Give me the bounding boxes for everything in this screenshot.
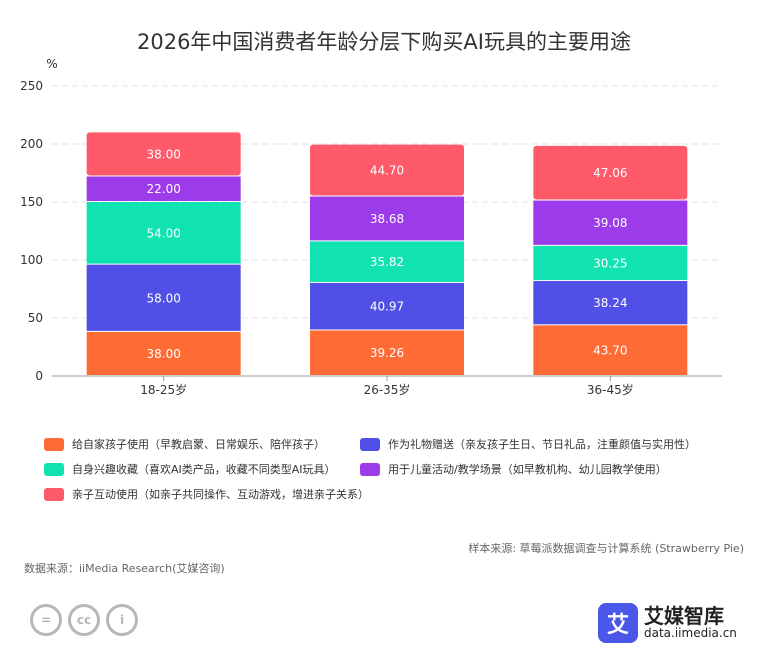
brand-url: data.iimedia.cn [644, 626, 737, 641]
chart-title: 2026年中国消费者年龄分层下购买AI玩具的主要用途 [136, 30, 631, 54]
data-label: 54.00 [146, 226, 180, 240]
x-tick-label: 18-25岁 [140, 382, 187, 397]
bar-segment [533, 325, 688, 375]
legend-label: 自身兴趣收藏（喜欢AI类产品，收藏不同类型AI玩具） [72, 463, 336, 476]
y-axis-label: % [46, 57, 57, 71]
data-label: 44.70 [370, 164, 404, 178]
legend-swatch [44, 437, 64, 451]
bar-segment [310, 241, 464, 282]
data-label: 38.24 [593, 296, 627, 310]
data-label: 38.68 [370, 212, 404, 226]
legend-swatch [44, 462, 64, 476]
data-label: 39.08 [593, 216, 627, 230]
brand-block: 艾 艾媒智库 data.iimedia.cn [598, 603, 737, 643]
legend-label: 用于儿童活动/教学场景（如早教机构、幼儿园教学使用） [388, 463, 667, 476]
y-tick-label: 50 [28, 311, 43, 325]
data-label: 43.70 [593, 344, 627, 358]
legend-swatch [44, 487, 64, 501]
legend-label: 亲子互动使用（如亲子共同操作、互动游戏，增进亲子关系） [72, 488, 369, 501]
bar-segment [533, 200, 688, 245]
data-label: 58.00 [146, 291, 180, 305]
attribution-icon: i [106, 604, 138, 636]
license-icons: = cc i [30, 604, 138, 636]
legend-item: 给自家孩子使用（早教启蒙、日常娱乐、陪伴孩子） [44, 436, 325, 452]
stacked-bar-chart: 0 50 100 150 200 250% 38.00 58.00 54.00 22.00 38.0… [20, 57, 722, 397]
bar-segment [533, 245, 688, 280]
creative-commons-icon: cc [68, 604, 100, 636]
y-tick-label: 150 [20, 195, 43, 209]
bar-segment [310, 330, 464, 375]
bar-segment [86, 202, 241, 264]
legend-item: 用于儿童活动/教学场景（如早教机构、幼儿园教学使用） [360, 461, 667, 477]
legend-item: 作为礼物赠送（亲友孩子生日、节日礼品，注重颜值与实用性） [360, 436, 696, 452]
data-label: 30.25 [593, 256, 627, 270]
brand-name: 艾媒智库 [644, 604, 724, 629]
data-label: 39.26 [370, 346, 404, 360]
legend-item: 亲子互动使用（如亲子共同操作、互动游戏，增进亲子关系） [44, 486, 369, 502]
data-label: 22.00 [146, 182, 180, 196]
data-label: 40.97 [370, 300, 404, 314]
data-label: 47.06 [593, 166, 627, 180]
bar-segment [310, 196, 464, 241]
y-tick-label: 100 [20, 253, 43, 267]
bar-segment [86, 331, 241, 375]
bar-segment [86, 264, 241, 331]
legend-item: 自身兴趣收藏（喜欢AI类产品，收藏不同类型AI玩具） [44, 461, 336, 477]
legend-label: 给自家孩子使用（早教启蒙、日常娱乐、陪伴孩子） [72, 438, 325, 451]
y-tick-label: 0 [35, 369, 43, 383]
bar-segment [310, 282, 464, 330]
bar-segment [533, 280, 688, 325]
no-derivatives-icon: = [30, 604, 62, 636]
data-label: 38.00 [146, 147, 180, 161]
bar-segment [86, 176, 241, 201]
y-tick-label: 200 [20, 137, 43, 151]
data-source-note: 数据来源：iiMedia Research(艾媒咨询) [24, 562, 225, 575]
data-label: 38.00 [146, 347, 180, 361]
legend-label: 作为礼物赠送（亲友孩子生日、节日礼品，注重颜值与实用性） [388, 438, 696, 451]
legend-swatch [360, 437, 380, 451]
x-tick-label: 26-35岁 [364, 382, 411, 397]
legend-swatch [360, 462, 380, 476]
y-tick-label: 250 [20, 79, 43, 93]
bar-segment [310, 144, 464, 196]
bar-segment [533, 145, 688, 200]
data-label: 35.82 [370, 255, 404, 269]
sample-source-note: 样本来源: 草莓派数据调查与计算系统 (Strawberry Pie) [468, 542, 744, 555]
x-tick-label: 36-45岁 [587, 382, 634, 397]
bar-segment [86, 132, 241, 176]
brand-logo-icon: 艾 [598, 603, 638, 643]
